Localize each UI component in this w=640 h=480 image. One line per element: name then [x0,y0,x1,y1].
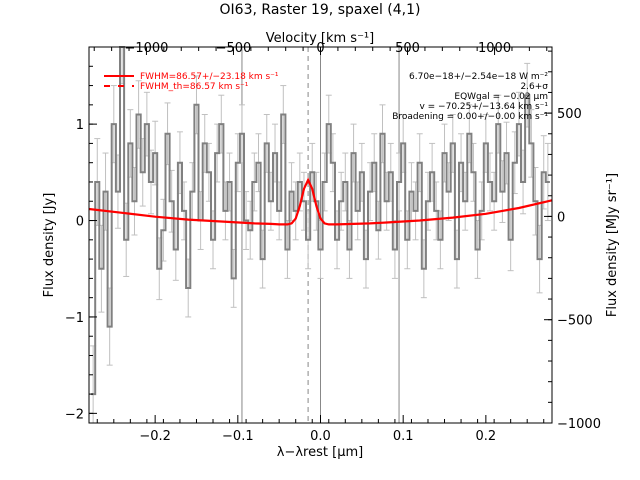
spectrum-step-line [91,46,550,396]
bottom-axis-label: λ−λrest [μm] [277,445,363,460]
bottom-tick-label: −0.2 [139,429,171,444]
bottom-tick-label: 0.2 [476,429,497,444]
bottom-tick-label: −0.1 [222,429,254,444]
left-tick-label: 1 [76,118,84,133]
chart-title: OI63, Raster 19, spaxel (4,1) [220,2,421,18]
legend-entry-1: FWHM_th=86.57 km s⁻¹ [140,82,249,92]
annotation-2: EQWgal = −0.02 μm [454,92,548,102]
annotation-3: v = −70.25+/−13.64 km s⁻¹ [419,102,548,112]
fit-line [88,177,553,226]
left-tick-label: −2 [65,407,84,422]
left-tick-label: 0 [76,215,84,230]
bottom-tick-label: 0.0 [310,429,331,444]
top-axis-label: Velocity [km s⁻¹] [266,31,374,46]
bottom-tick-label: 0.1 [393,429,414,444]
left-tick-label: −1 [65,311,84,326]
right-tick-label: −1000 [557,417,601,432]
axis-ticks: −0.2 −0.1 0.0 0.1 0.2−1000 −500 0 500 1000−2−101… [65,41,601,444]
right-tick-label: 500 [557,107,582,122]
legend-entry-0: FWHM=86.57+/−23.18 km s⁻¹ [140,72,279,82]
annotation-4: Broadening = 0.00+/−0.00 km s⁻¹ [392,112,548,122]
left-axis-label: Flux density [Jy] [42,193,57,298]
right-tick-label: −500 [557,314,593,329]
right-axis-label: Flux density [MJy sr⁻¹] [605,173,620,317]
data-series [88,46,553,396]
annotation-1: 2.6+σ [520,82,548,92]
annotation-0: 6.70e−18+/−2.54e−18 W m⁻² [409,72,548,82]
right-tick-label: 0 [557,210,565,225]
